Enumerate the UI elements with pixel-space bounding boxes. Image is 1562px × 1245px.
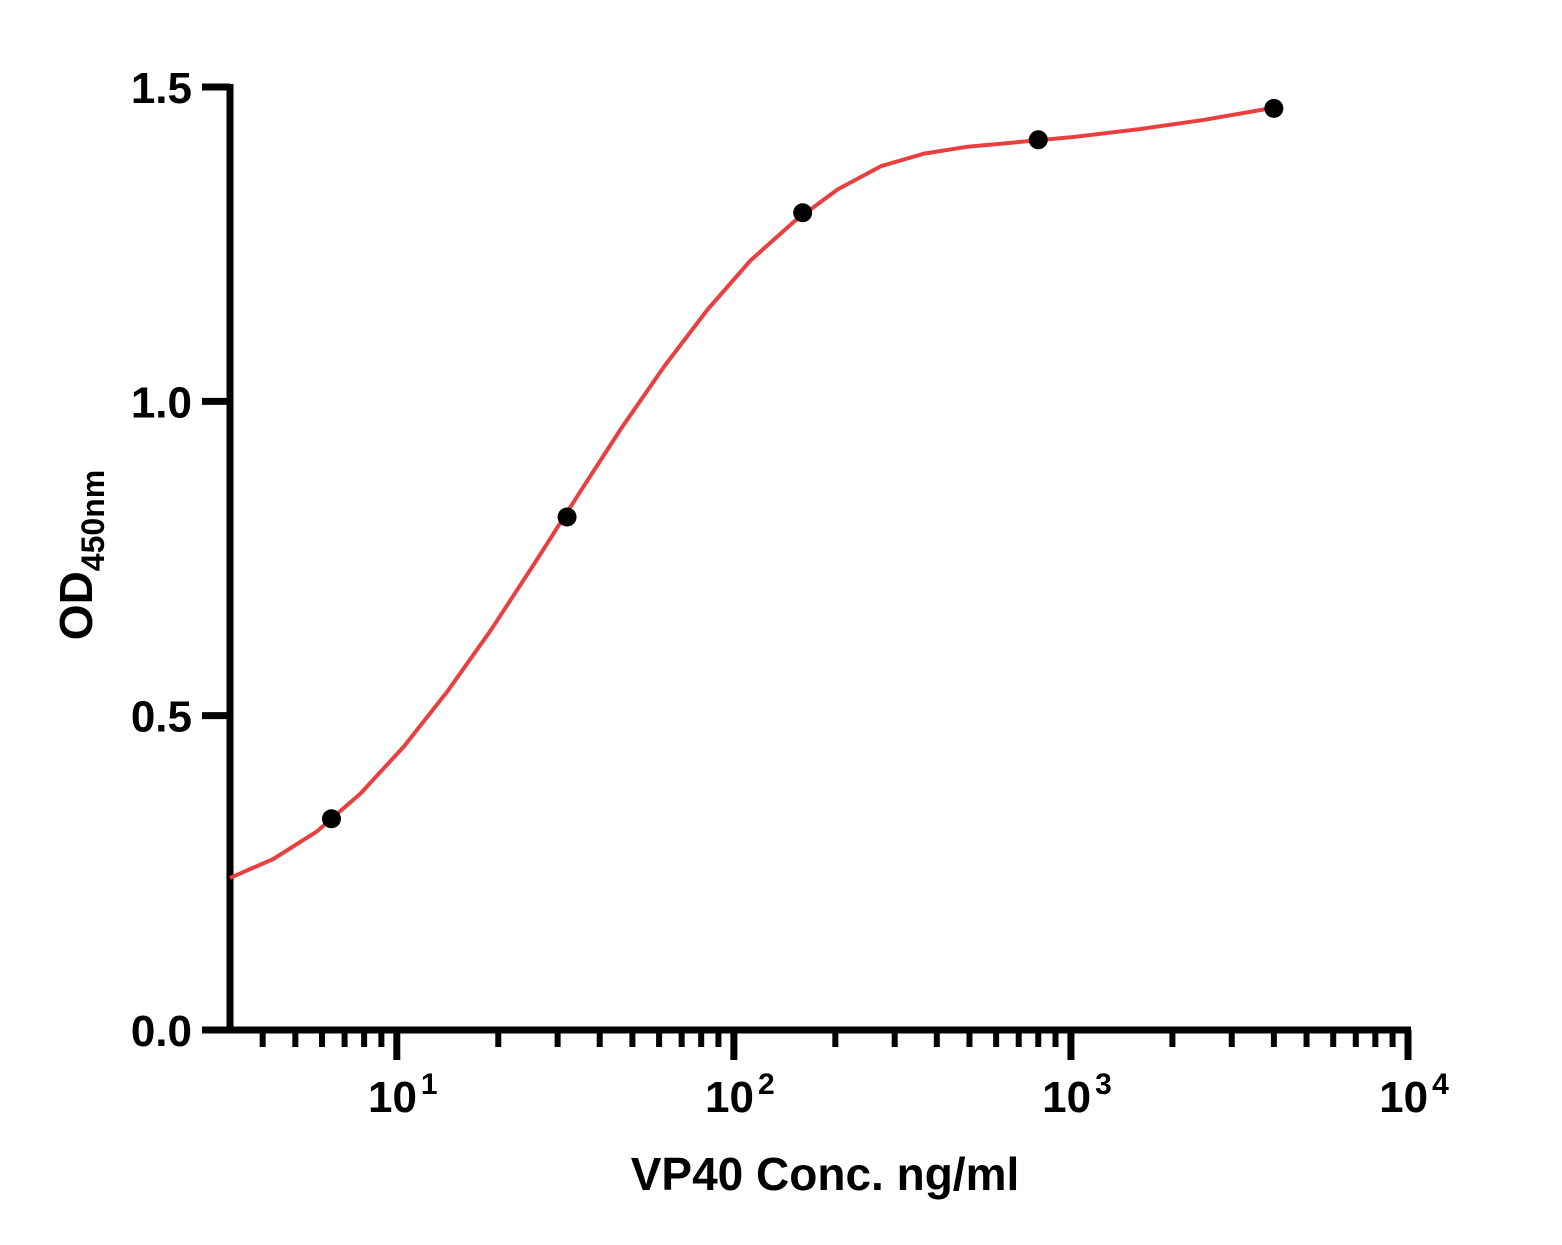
axes [226,84,1411,1034]
fit-curve [229,105,1275,880]
x-tick-label: 10 3 [1042,1068,1112,1122]
y-axis-title-main: OD [50,571,102,640]
x-axis-title: VP40 Conc. ng/ml [631,1148,1020,1200]
y-tick-label: 0.5 [131,693,192,742]
ticks: 0.0 0.5 1.0 1.5 10 1 10 2 10 3 10 4 [131,64,1449,1122]
data-point [1028,130,1048,150]
data-point [321,809,341,829]
x-tick-label: 10 1 [368,1068,438,1122]
y-tick-label: 1.0 [131,378,192,427]
y-axis-title-subscript: 450nm [75,470,111,571]
data-point [793,203,813,223]
data-point [1264,98,1284,118]
y-tick-label: 1.5 [131,64,192,113]
x-tick-label: 10 2 [705,1068,775,1122]
fit-curve-group [229,105,1275,880]
y-axis-title: OD450nm [50,470,111,640]
data-point [557,507,577,527]
x-tick-label: 10 4 [1379,1068,1449,1122]
data-points [321,98,1284,829]
y-tick-label: 0.0 [131,1007,192,1056]
